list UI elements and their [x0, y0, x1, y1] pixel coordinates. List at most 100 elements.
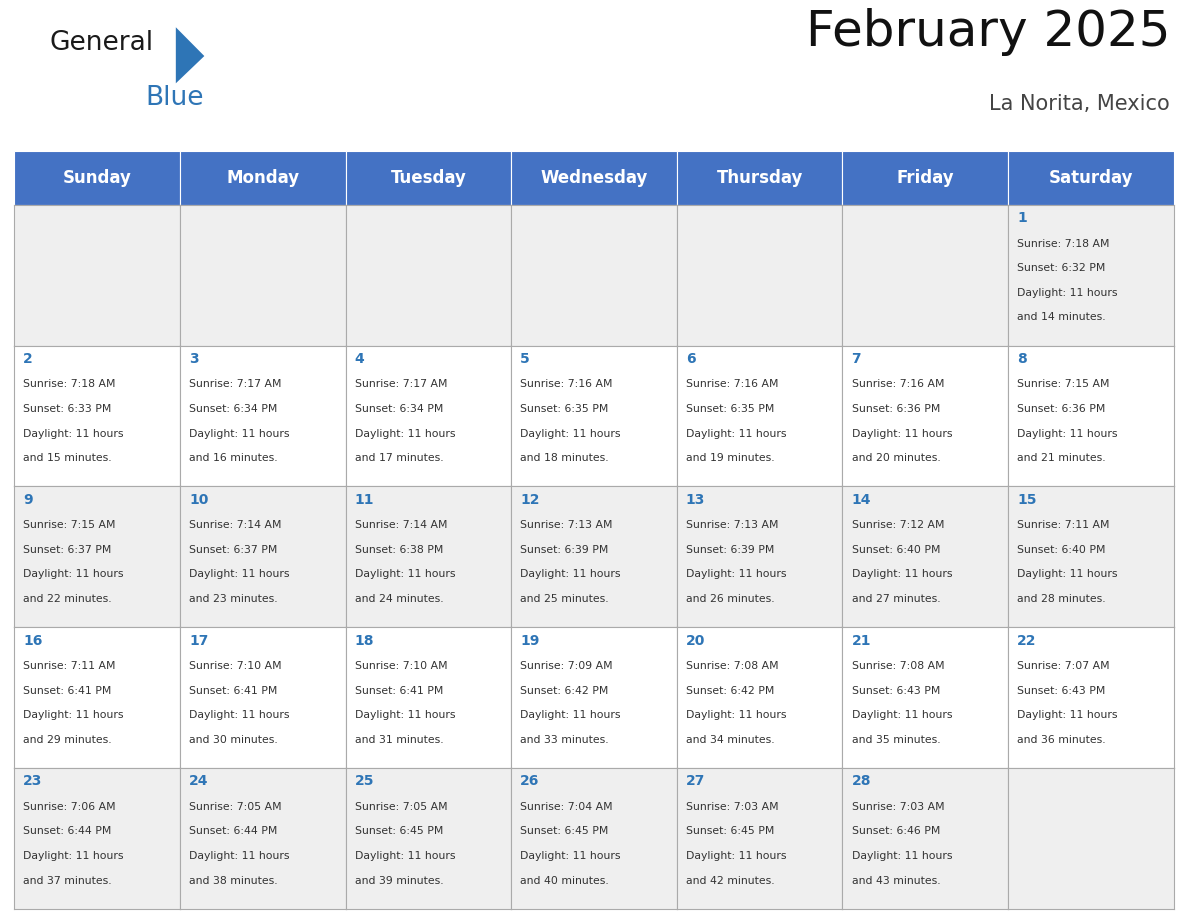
- Text: Sunrise: 7:17 AM: Sunrise: 7:17 AM: [189, 379, 282, 389]
- Text: Daylight: 11 hours: Daylight: 11 hours: [189, 851, 290, 861]
- Text: and 42 minutes.: and 42 minutes.: [685, 876, 775, 886]
- Text: Sunset: 6:39 PM: Sunset: 6:39 PM: [520, 544, 608, 554]
- Text: Daylight: 11 hours: Daylight: 11 hours: [520, 851, 621, 861]
- Text: 10: 10: [189, 493, 208, 507]
- Text: Sunrise: 7:03 AM: Sunrise: 7:03 AM: [685, 801, 778, 812]
- Text: Daylight: 11 hours: Daylight: 11 hours: [189, 429, 290, 439]
- Text: 2: 2: [24, 352, 33, 366]
- Text: and 36 minutes.: and 36 minutes.: [1017, 735, 1106, 744]
- Text: Sunset: 6:32 PM: Sunset: 6:32 PM: [1017, 263, 1106, 274]
- Text: Sunset: 6:35 PM: Sunset: 6:35 PM: [520, 404, 608, 414]
- Text: 27: 27: [685, 775, 706, 789]
- Text: Sunset: 6:45 PM: Sunset: 6:45 PM: [520, 826, 608, 836]
- Text: Sunrise: 7:09 AM: Sunrise: 7:09 AM: [520, 661, 613, 671]
- Text: Sunrise: 7:16 AM: Sunrise: 7:16 AM: [852, 379, 944, 389]
- Text: 1: 1: [1017, 211, 1026, 225]
- Text: Sunrise: 7:17 AM: Sunrise: 7:17 AM: [355, 379, 447, 389]
- Text: Sunrise: 7:14 AM: Sunrise: 7:14 AM: [189, 521, 282, 531]
- Text: Sunday: Sunday: [63, 169, 132, 187]
- Text: Sunrise: 7:04 AM: Sunrise: 7:04 AM: [520, 801, 613, 812]
- Text: Daylight: 11 hours: Daylight: 11 hours: [1017, 569, 1118, 579]
- Text: and 17 minutes.: and 17 minutes.: [355, 453, 443, 464]
- Text: and 33 minutes.: and 33 minutes.: [520, 735, 609, 744]
- Text: Sunset: 6:41 PM: Sunset: 6:41 PM: [355, 686, 443, 696]
- Text: 3: 3: [189, 352, 198, 366]
- Text: Sunrise: 7:16 AM: Sunrise: 7:16 AM: [685, 379, 778, 389]
- Text: Daylight: 11 hours: Daylight: 11 hours: [355, 851, 455, 861]
- Text: 18: 18: [355, 633, 374, 647]
- Text: Sunrise: 7:10 AM: Sunrise: 7:10 AM: [355, 661, 447, 671]
- Text: 17: 17: [189, 633, 208, 647]
- Text: and 28 minutes.: and 28 minutes.: [1017, 594, 1106, 604]
- Text: Sunrise: 7:05 AM: Sunrise: 7:05 AM: [189, 801, 282, 812]
- Text: and 29 minutes.: and 29 minutes.: [24, 735, 112, 744]
- Text: Daylight: 11 hours: Daylight: 11 hours: [24, 851, 124, 861]
- Text: Daylight: 11 hours: Daylight: 11 hours: [852, 429, 952, 439]
- Text: Sunrise: 7:10 AM: Sunrise: 7:10 AM: [189, 661, 282, 671]
- Text: Daylight: 11 hours: Daylight: 11 hours: [852, 569, 952, 579]
- Text: 6: 6: [685, 352, 695, 366]
- Text: Sunrise: 7:13 AM: Sunrise: 7:13 AM: [685, 521, 778, 531]
- Text: Sunset: 6:33 PM: Sunset: 6:33 PM: [24, 404, 112, 414]
- Text: Daylight: 11 hours: Daylight: 11 hours: [685, 711, 786, 721]
- Text: Sunset: 6:34 PM: Sunset: 6:34 PM: [355, 404, 443, 414]
- Text: General: General: [50, 30, 154, 56]
- Text: and 40 minutes.: and 40 minutes.: [520, 876, 609, 886]
- Text: and 35 minutes.: and 35 minutes.: [852, 735, 940, 744]
- Text: 11: 11: [355, 493, 374, 507]
- Text: Sunrise: 7:07 AM: Sunrise: 7:07 AM: [1017, 661, 1110, 671]
- Text: and 18 minutes.: and 18 minutes.: [520, 453, 609, 464]
- Text: and 30 minutes.: and 30 minutes.: [189, 735, 278, 744]
- Text: Daylight: 11 hours: Daylight: 11 hours: [189, 711, 290, 721]
- Text: Sunset: 6:44 PM: Sunset: 6:44 PM: [189, 826, 277, 836]
- Text: Daylight: 11 hours: Daylight: 11 hours: [355, 711, 455, 721]
- Text: 26: 26: [520, 775, 539, 789]
- Text: and 38 minutes.: and 38 minutes.: [189, 876, 278, 886]
- Bar: [511, 151, 677, 205]
- Text: Sunrise: 7:13 AM: Sunrise: 7:13 AM: [520, 521, 613, 531]
- Bar: [179, 151, 346, 205]
- Text: and 14 minutes.: and 14 minutes.: [1017, 312, 1106, 322]
- Text: Daylight: 11 hours: Daylight: 11 hours: [685, 569, 786, 579]
- Text: Sunrise: 7:11 AM: Sunrise: 7:11 AM: [1017, 521, 1110, 531]
- Text: Sunset: 6:34 PM: Sunset: 6:34 PM: [189, 404, 277, 414]
- Text: Daylight: 11 hours: Daylight: 11 hours: [852, 851, 952, 861]
- Text: La Norita, Mexico: La Norita, Mexico: [990, 94, 1170, 114]
- Text: Sunrise: 7:05 AM: Sunrise: 7:05 AM: [355, 801, 447, 812]
- Text: Sunset: 6:36 PM: Sunset: 6:36 PM: [1017, 404, 1106, 414]
- Text: Sunset: 6:41 PM: Sunset: 6:41 PM: [24, 686, 112, 696]
- Text: and 16 minutes.: and 16 minutes.: [189, 453, 278, 464]
- Text: 20: 20: [685, 633, 706, 647]
- Bar: [14, 151, 179, 205]
- Text: and 15 minutes.: and 15 minutes.: [24, 453, 112, 464]
- Text: Daylight: 11 hours: Daylight: 11 hours: [24, 711, 124, 721]
- Bar: [842, 151, 1009, 205]
- Text: Daylight: 11 hours: Daylight: 11 hours: [1017, 288, 1118, 297]
- Text: Sunset: 6:38 PM: Sunset: 6:38 PM: [355, 544, 443, 554]
- Text: and 19 minutes.: and 19 minutes.: [685, 453, 775, 464]
- Bar: [677, 151, 842, 205]
- Text: Sunset: 6:36 PM: Sunset: 6:36 PM: [852, 404, 940, 414]
- Text: 16: 16: [24, 633, 43, 647]
- Text: Sunset: 6:41 PM: Sunset: 6:41 PM: [189, 686, 277, 696]
- Text: Daylight: 11 hours: Daylight: 11 hours: [1017, 711, 1118, 721]
- Text: and 37 minutes.: and 37 minutes.: [24, 876, 112, 886]
- Bar: [1009, 151, 1174, 205]
- Text: Sunset: 6:45 PM: Sunset: 6:45 PM: [685, 826, 775, 836]
- Text: Sunset: 6:40 PM: Sunset: 6:40 PM: [1017, 544, 1106, 554]
- Text: Sunset: 6:43 PM: Sunset: 6:43 PM: [1017, 686, 1106, 696]
- Text: 22: 22: [1017, 633, 1037, 647]
- Text: Saturday: Saturday: [1049, 169, 1133, 187]
- Text: Sunrise: 7:18 AM: Sunrise: 7:18 AM: [24, 379, 116, 389]
- Text: Sunset: 6:44 PM: Sunset: 6:44 PM: [24, 826, 112, 836]
- Text: and 22 minutes.: and 22 minutes.: [24, 594, 112, 604]
- Text: Sunset: 6:39 PM: Sunset: 6:39 PM: [685, 544, 775, 554]
- Text: 23: 23: [24, 775, 43, 789]
- Text: Tuesday: Tuesday: [391, 169, 467, 187]
- Polygon shape: [176, 28, 204, 84]
- Text: Wednesday: Wednesday: [541, 169, 647, 187]
- Text: 25: 25: [355, 775, 374, 789]
- Text: Daylight: 11 hours: Daylight: 11 hours: [520, 429, 621, 439]
- Text: 15: 15: [1017, 493, 1037, 507]
- Text: 4: 4: [355, 352, 365, 366]
